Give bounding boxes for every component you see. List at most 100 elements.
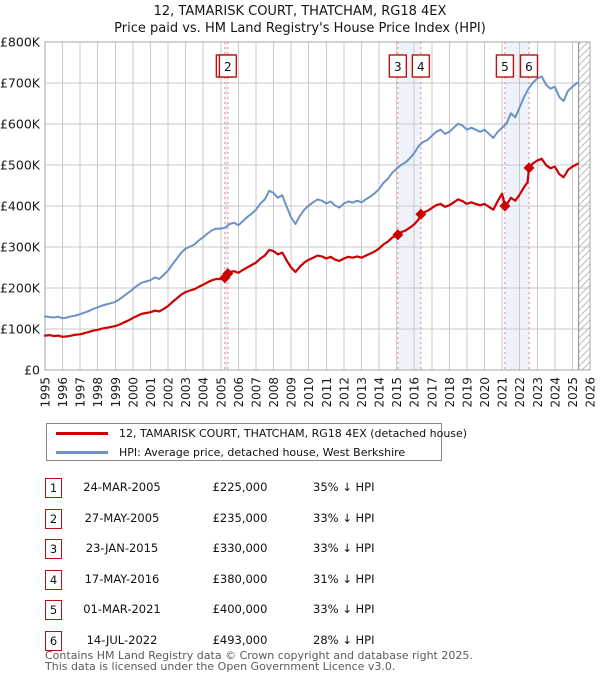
plot-border	[44, 41, 591, 371]
sale-row-number: 3	[45, 539, 62, 559]
sale-row-date: 17-MAY-2016	[84, 571, 160, 586]
sale-number-box: 3	[388, 54, 408, 78]
sale-number: 4	[417, 60, 425, 74]
sale-row-number: 4	[45, 569, 62, 590]
sale-row-price: £400,000	[212, 602, 268, 616]
hpi-line	[44, 75, 579, 320]
sale-number: 2	[224, 60, 232, 74]
sale-number: 5	[501, 60, 509, 74]
sale-row-date: 01-MAR-2021	[83, 602, 161, 616]
price-paid-line	[43, 157, 579, 338]
page-subtitle: Price paid vs. HM Land Registry's House …	[114, 21, 486, 36]
sale-row-date: 27-MAY-2005	[84, 510, 160, 525]
sale-row-price: £330,000	[212, 541, 268, 555]
x-axis-tick-label: 2013	[355, 377, 369, 408]
sale-row-hpi-delta: 31% ↓ HPI	[313, 571, 375, 586]
sale-table-row: 6 14-JUL-2022 £493,000 28% ↓ HPI	[0, 630, 600, 653]
legend-row-price: 12, TAMARISK COURT, THATCHAM, RG18 4EX (…	[47, 424, 467, 443]
sale-row-price: £225,000	[212, 480, 268, 494]
sale-marker	[499, 200, 511, 212]
chart-legend: 12, TAMARISK COURT, THATCHAM, RG18 4EX (…	[46, 423, 467, 462]
sale-row-price: £380,000	[212, 571, 268, 586]
hpi-line-swatch	[56, 451, 108, 454]
sale-number: 3	[394, 60, 402, 74]
sale-marker	[415, 208, 427, 220]
sale-number-box: 4	[411, 54, 431, 78]
sale-row-price: £235,000	[212, 510, 268, 525]
x-axis-tick-label: 1998	[91, 377, 105, 408]
sale-table-row: 4 17-MAY-2016 £380,000 31% ↓ HPI	[0, 569, 600, 592]
footer-licence: This data is licensed under the Open Gov…	[45, 660, 396, 673]
x-axis-tick-label: 2014	[373, 377, 387, 408]
sale-row-number: 5	[45, 600, 62, 620]
sale-marker	[392, 229, 404, 241]
y-axis-tick-label: £700K	[0, 76, 41, 91]
legend-row-hpi: HPI: Average price, detached house, West…	[47, 443, 441, 462]
x-axis-tick-label: 2009	[285, 377, 299, 408]
grid	[44, 41, 591, 371]
legend-label-price: 12, TAMARISK COURT, THATCHAM, RG18 4EX (…	[119, 427, 468, 440]
x-axis-tick-label: 2026	[584, 377, 598, 408]
sale-number-box: 6	[519, 54, 539, 78]
x-axis-tick-label: 2000	[126, 377, 140, 408]
x-axis-tick-label: 2020	[478, 377, 492, 408]
x-axis-tick-label: 2018	[443, 377, 457, 408]
x-axis-tick-label: 2019	[460, 377, 474, 408]
x-axis-tick-label: 2004	[197, 377, 211, 408]
y-axis-tick-label: £400K	[0, 199, 41, 214]
sale-row-hpi-delta: 33% ↓ HPI	[313, 602, 375, 616]
sale-row-hpi-delta: 33% ↓ HPI	[313, 541, 375, 555]
x-axis-tick-label: 2008	[267, 377, 281, 408]
sale-table-row: 5 01-MAR-2021 £400,000 33% ↓ HPI	[0, 600, 600, 622]
x-axis-tick-label: 2012	[337, 377, 351, 408]
sale-row-number: 1	[45, 478, 62, 498]
x-axis-tick-label: 2015	[390, 377, 404, 408]
sale-marker	[222, 268, 234, 280]
x-axis-tick-label: 2011	[320, 377, 334, 408]
y-axis-tick-label: £100K	[0, 322, 41, 337]
sale-number: 6	[525, 60, 533, 74]
sale-row-hpi-delta: 35% ↓ HPI	[313, 480, 375, 494]
x-axis-tick-label: 2006	[232, 377, 246, 408]
y-axis-tick-label: £800K	[0, 35, 41, 50]
sale-table-row: 3 23-JAN-2015 £330,000 33% ↓ HPI	[0, 539, 600, 561]
page-title: 12, TAMARISK COURT, THATCHAM, RG18 4EX	[153, 4, 447, 19]
sale-number-box: 2	[218, 54, 238, 78]
x-axis-tick-label: 2016	[408, 377, 422, 408]
y-axis-tick-label: £500K	[0, 158, 41, 173]
legend-label-hpi: HPI: Average price, detached house, West…	[119, 446, 406, 459]
x-axis-tick-label: 1997	[74, 377, 88, 408]
x-axis-tick-label: 2021	[496, 377, 510, 408]
sale-table-row: 2 27-MAY-2005 £235,000 33% ↓ HPI	[0, 508, 600, 531]
future-hatch-area	[578, 42, 590, 370]
x-axis-tick-label: 2005	[214, 377, 228, 408]
x-axis-tick-label: 2010	[302, 377, 316, 408]
y-axis-tick-label: £600K	[0, 117, 41, 132]
x-axis-tick-label: 1995	[39, 377, 53, 408]
x-axis-tick-label: 1999	[109, 377, 123, 408]
x-axis-tick-label: 2022	[513, 377, 527, 408]
price-chart: 123456£0£100K£200K£300K£400K£500K£600K£7…	[0, 35, 598, 408]
sale-number-box: 5	[495, 54, 515, 78]
footer-copyright: Contains HM Land Registry data © Crown c…	[45, 649, 473, 662]
sale-table-row: 1 24-MAR-2005 £225,000 35% ↓ HPI	[0, 478, 600, 500]
x-axis-tick-label: 2003	[179, 377, 193, 408]
sale-row-number: 6	[45, 630, 62, 651]
sale-row-hpi-delta: 28% ↓ HPI	[313, 632, 375, 647]
y-axis-tick-label: £300K	[0, 240, 41, 255]
sale-row-number: 2	[45, 508, 62, 529]
x-axis-tick-label: 2001	[144, 377, 158, 408]
x-axis-tick-label: 2017	[425, 377, 439, 408]
sale-row-hpi-delta: 33% ↓ HPI	[313, 510, 375, 525]
sale-row-date: 14-JUL-2022	[86, 632, 158, 647]
price-line-swatch	[56, 432, 108, 435]
x-axis-tick-label: 2023	[531, 377, 545, 408]
sale-row-date: 24-MAR-2005	[83, 480, 161, 494]
sale-row-date: 23-JAN-2015	[85, 541, 159, 555]
x-axis-tick-label: 2002	[162, 377, 176, 408]
x-axis-tick-label: 1996	[56, 377, 70, 408]
x-axis-tick-label: 2025	[566, 377, 580, 408]
x-axis-tick-label: 2007	[249, 377, 263, 408]
sale-row-price: £493,000	[212, 632, 268, 647]
